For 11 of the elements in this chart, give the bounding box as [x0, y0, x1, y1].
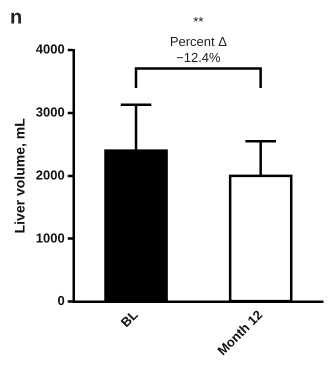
- y-axis-title: Liver volume, mL: [11, 118, 28, 234]
- text: **: [193, 14, 204, 30]
- text: Percent Δ: [170, 34, 228, 50]
- y-tick-label: 3000: [36, 104, 65, 120]
- y-tick-label: 2000: [36, 167, 65, 182]
- y-tick-label: 0: [57, 293, 65, 308]
- x-tick-label: BL: [118, 307, 141, 330]
- y-tick-label: 4000: [36, 42, 65, 57]
- y-tick-label: 1000: [36, 230, 65, 246]
- annotation: −12.4%: [176, 50, 222, 66]
- text: n: [10, 6, 22, 29]
